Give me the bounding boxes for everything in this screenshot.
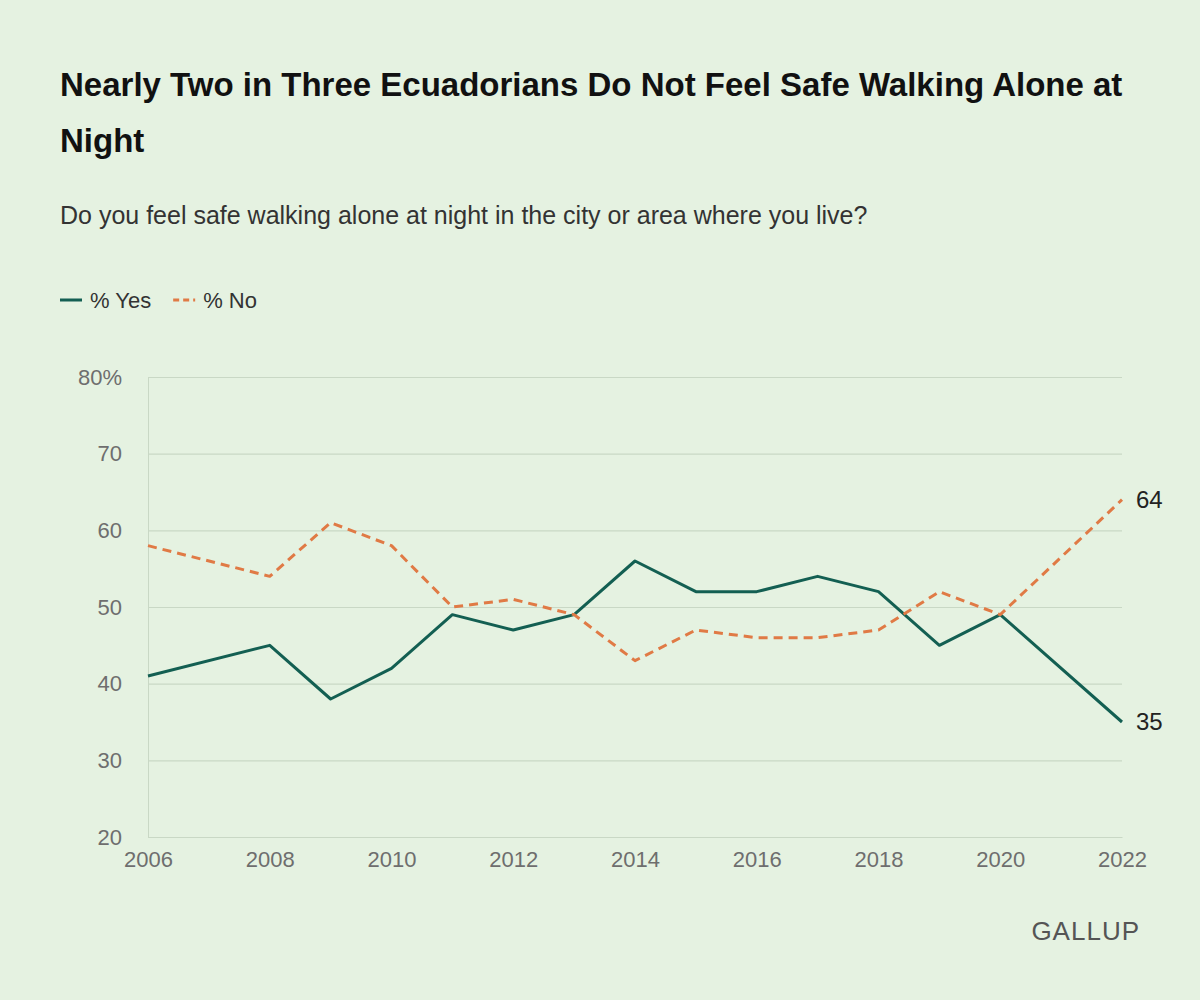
grid-line	[148, 837, 1122, 838]
y-tick: 80%	[78, 365, 1122, 390]
legend-label: % Yes	[90, 288, 151, 313]
y-tick: 30	[98, 748, 1122, 773]
x-tick: 2022	[1098, 837, 1147, 872]
grid-line	[148, 684, 1122, 685]
series-line	[148, 561, 1122, 722]
y-tick-label: 20	[98, 825, 122, 850]
x-tick-label: 2020	[976, 847, 1025, 872]
grid-line	[148, 377, 1122, 378]
y-tick: 70	[98, 441, 1122, 466]
y-tick: 50	[98, 595, 1122, 620]
x-tick-label: 2018	[855, 847, 904, 872]
y-tick-label: 50	[98, 595, 122, 620]
chart: Nearly Two in Three Ecuadorians Do Not F…	[0, 0, 1200, 1000]
x-axis-line	[149, 837, 1123, 838]
grid-line	[148, 760, 1122, 761]
x-tick-label: 2010	[368, 847, 417, 872]
title: Nearly Two in Three Ecuadorians Do Not F…	[60, 66, 1122, 159]
legend-label: % No	[203, 288, 257, 313]
x-tick: 2016	[733, 837, 782, 872]
x-tick: 2006	[124, 837, 173, 872]
plot-area	[148, 500, 1122, 722]
x-axis: 2006 2008 2010 2012 2014 2016 2018 2020 2022	[124, 837, 1147, 872]
x-tick-label: 2006	[124, 847, 173, 872]
data-label: 64	[1136, 486, 1163, 513]
x-tick: 2020	[976, 837, 1025, 872]
legend-swatch	[173, 299, 195, 302]
series-line	[148, 500, 1122, 661]
data-label: 35	[1136, 708, 1163, 735]
y-tick: 40	[98, 671, 1122, 696]
legend-swatch	[60, 299, 82, 302]
y-tick-label: 40	[98, 671, 122, 696]
legend: % Yes % No	[60, 288, 257, 313]
x-tick: 2012	[489, 837, 538, 872]
x-tick-label: 2016	[733, 847, 782, 872]
x-tick-label: 2014	[611, 847, 660, 872]
x-tick: 2008	[246, 837, 295, 872]
grid-line	[148, 454, 1122, 455]
grid-line	[148, 607, 1122, 608]
x-tick-label: 2008	[246, 847, 295, 872]
y-tick-label: 80%	[78, 365, 122, 390]
subtitle: Do you feel safe walking alone at night …	[60, 201, 867, 229]
x-tick-label: 2012	[489, 847, 538, 872]
x-tick-label: 2022	[1098, 847, 1147, 872]
y-tick-label: 30	[98, 748, 122, 773]
x-tick: 2010	[368, 837, 417, 872]
grid-line	[148, 530, 1122, 531]
y-axis: 20 30 40 50 60 70 80%	[78, 365, 1122, 850]
source: GALLUP	[1031, 916, 1140, 946]
y-tick: 60	[98, 518, 1122, 543]
y-tick-label: 60	[98, 518, 122, 543]
x-tick: 2018	[855, 837, 904, 872]
background	[0, 0, 1200, 1000]
x-tick: 2014	[611, 837, 660, 872]
y-tick-label: 70	[98, 441, 122, 466]
